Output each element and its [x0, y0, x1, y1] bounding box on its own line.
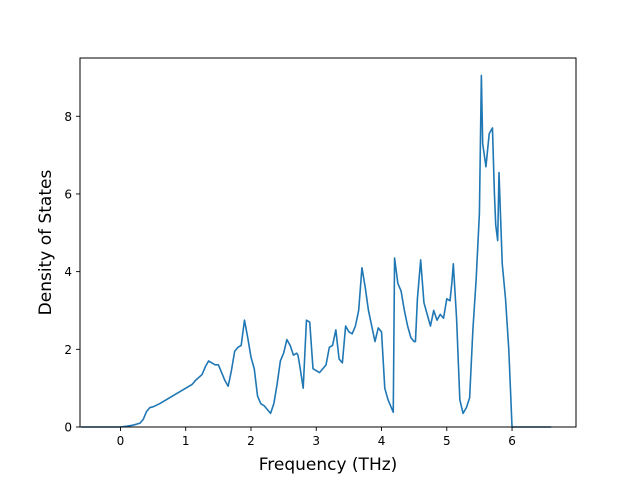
x-tick-label: 5	[443, 434, 451, 448]
y-tick-label: 4	[64, 265, 72, 279]
y-tick-label: 8	[64, 110, 72, 124]
y-axis-ticks: 0 2 4 6 8	[64, 110, 80, 435]
x-tick-label: 0	[117, 434, 125, 448]
plot-area	[81, 74, 552, 428]
x-tick-label: 1	[182, 434, 190, 448]
x-tick-label: 2	[247, 434, 255, 448]
x-tick-label: 3	[312, 434, 320, 448]
x-tick-label: 4	[378, 434, 386, 448]
x-axis-ticks: 0 1 2 3 4 5 6	[117, 427, 516, 448]
dos-series-line	[81, 74, 552, 428]
axes-frame	[79, 57, 577, 428]
y-tick-label: 0	[64, 421, 72, 435]
y-tick-label: 2	[64, 343, 72, 357]
x-tick-label: 6	[508, 434, 516, 448]
y-tick-label: 6	[64, 187, 72, 201]
x-axis-label: Frequency (THz)	[259, 455, 398, 475]
y-axis-label: Density of States	[36, 170, 56, 316]
